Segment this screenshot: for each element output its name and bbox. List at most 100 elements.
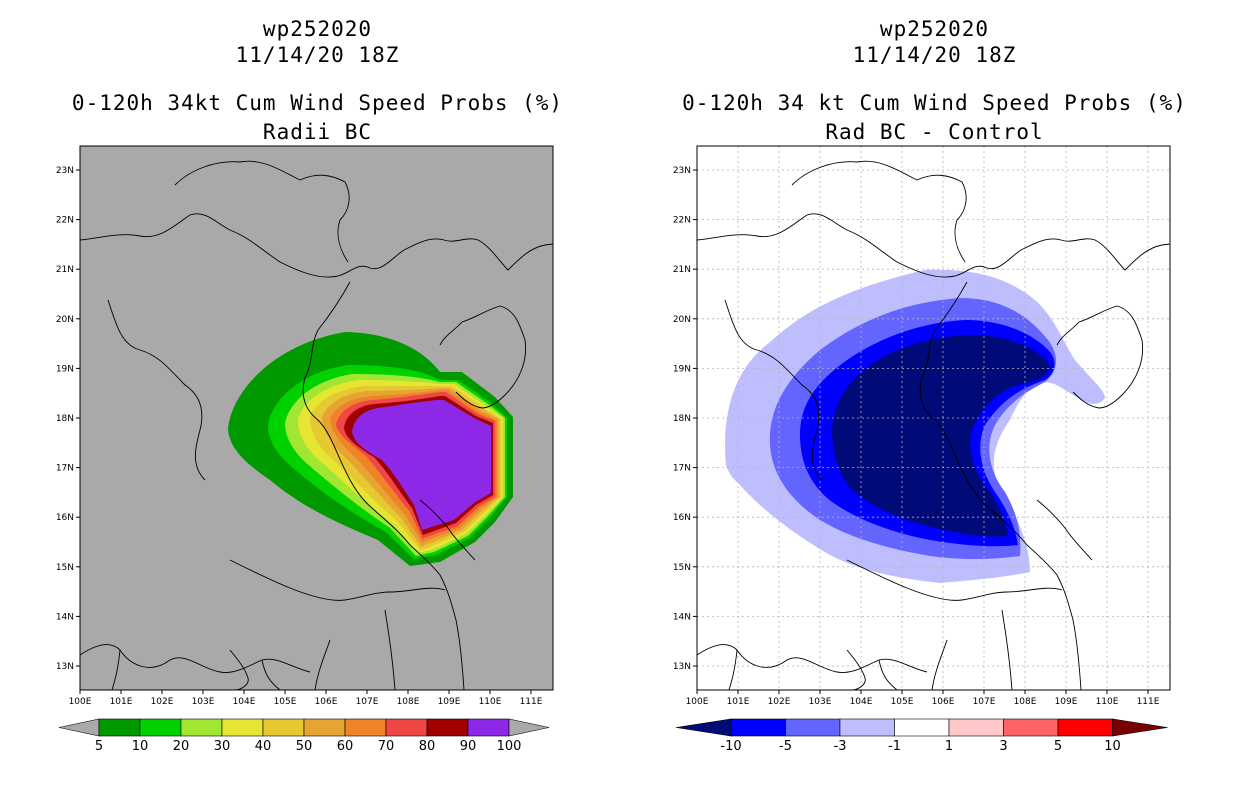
colorbar-swatch (139, 718, 182, 737)
colorbar-label: 90 (460, 739, 477, 754)
lon-tick-label: 106E (932, 697, 955, 707)
colorbar-over-arrow (508, 718, 550, 737)
lat-tick-label: 21N (673, 265, 691, 275)
lon-tick-label: 104E (233, 697, 256, 707)
colorbar-under-arrow (58, 718, 100, 737)
colorbar-swatch (221, 718, 264, 737)
colorbar-swatch (894, 718, 950, 737)
colorbar-label: 10 (1104, 739, 1121, 754)
colorbar-label: 60 (337, 739, 354, 754)
colorbar-swatch (730, 718, 786, 737)
lon-tick-label: 110E (1096, 697, 1119, 707)
colorbar-label: 5 (1054, 739, 1062, 754)
right-map-panel: 100E 101E 102E 103E 104E 105E 106E 107E 108E 109E… (673, 145, 1171, 707)
right-lat-lon-grid (697, 146, 1170, 690)
colorbar-swatch (426, 718, 469, 737)
colorbar-label: 70 (378, 739, 395, 754)
lon-tick-label: 107E (973, 697, 996, 707)
right-storm-id: wp252020 (879, 17, 990, 41)
lon-tick-label: 100E (69, 697, 92, 707)
lat-tick-label: 13N (56, 662, 74, 672)
colorbar-swatch (1057, 718, 1113, 737)
lat-tick-label: 22N (673, 216, 691, 226)
lat-tick-label: 19N (673, 364, 691, 374)
coastline-segment (314, 639, 331, 690)
prob-contour-100 (352, 400, 491, 530)
lat-tick-label: 14N (56, 612, 74, 622)
lat-tick-label: 20N (56, 315, 74, 325)
left-axis-ticks: 100E 101E 102E 103E 104E 105E 106E 107E 108E 109E… (56, 166, 543, 707)
left-title: 0-120h 34kt Cum Wind Speed Probs (%) (71, 91, 564, 115)
lat-tick-label: 18N (56, 414, 74, 424)
colorbar-swatch (1003, 718, 1059, 737)
lon-tick-label: 108E (397, 697, 420, 707)
colorbar-label: 10 (132, 739, 149, 754)
lon-tick-label: 101E (727, 697, 750, 707)
lat-tick-label: 15N (56, 563, 74, 573)
coastline-segment (111, 649, 121, 690)
colorbar-label: 40 (255, 739, 272, 754)
colorbar-label: 20 (173, 739, 190, 754)
lat-tick-label: 17N (56, 464, 74, 474)
lon-tick-label: 103E (809, 697, 832, 707)
coastline-segment (261, 659, 281, 690)
colorbar-swatch (467, 718, 510, 737)
coastline-segment (724, 299, 823, 481)
coastline-segment (80, 644, 311, 673)
lon-tick-label: 102E (151, 697, 174, 707)
coastline-segment (302, 281, 351, 471)
lon-tick-label: 101E (110, 697, 133, 707)
lat-tick-label: 21N (56, 265, 74, 275)
lat-tick-label: 16N (673, 513, 691, 523)
coastline-segment (1056, 305, 1144, 409)
lat-tick-label: 23N (673, 166, 691, 176)
lon-tick-label: 109E (438, 697, 461, 707)
lat-tick-label: 17N (673, 464, 691, 474)
coastline-segment (344, 469, 465, 690)
coastline-segment (961, 469, 1082, 690)
coastline-segment (846, 559, 1063, 601)
lat-tick-label: 23N (56, 166, 74, 176)
lon-tick-label: 104E (850, 697, 873, 707)
right-subtitle: Rad BC - Control (825, 120, 1044, 144)
colorbar-label: -1 (888, 739, 901, 754)
lat-tick-label: 20N (673, 315, 691, 325)
diff-contour-minus10 (832, 335, 1050, 537)
lon-tick-label: 109E (1055, 697, 1078, 707)
lat-tick-label: 22N (56, 216, 74, 226)
colorbar-label: 5 (95, 739, 103, 754)
lon-tick-label: 108E (1014, 697, 1037, 707)
colorbar-label: 50 (296, 739, 313, 754)
colorbar-swatch (262, 718, 305, 737)
lon-tick-label: 105E (891, 697, 914, 707)
lon-tick-label: 107E (356, 697, 379, 707)
lon-tick-label: 111E (1137, 697, 1160, 707)
right-title: 0-120h 34 kt Cum Wind Speed Probs (%) (682, 91, 1187, 115)
lon-tick-label: 102E (768, 697, 791, 707)
coastline-segment (439, 305, 527, 409)
right-colorbar: -10 -5 -3 -1 1 3 5 10 (675, 718, 1168, 754)
colorbar-label: -5 (779, 739, 792, 754)
coastline-segment (728, 649, 738, 690)
left-storm-id: wp252020 (262, 17, 373, 41)
coastline-segment (1001, 609, 1013, 690)
colorbar-over-arrow (1112, 718, 1168, 737)
coastline-segment (1036, 499, 1093, 561)
lat-tick-label: 14N (673, 612, 691, 622)
colorbar-label: 30 (214, 739, 231, 754)
colorbar-label: -10 (720, 739, 741, 754)
colorbar-label: 1 (945, 739, 953, 754)
colorbar-swatch (303, 718, 346, 737)
coastline-segment (846, 649, 866, 690)
lat-tick-label: 16N (56, 513, 74, 523)
coastline-segment (174, 160, 350, 263)
lon-tick-label: 105E (274, 697, 297, 707)
coastline-segment (384, 609, 396, 690)
colorbar-swatch (839, 718, 895, 737)
coastline-segment (919, 281, 968, 471)
left-colorbar: 5 10 20 30 40 50 60 70 80 90 100 (58, 718, 550, 754)
colorbar-label: 80 (419, 739, 436, 754)
lon-tick-label: 100E (686, 697, 709, 707)
left-datetime: 11/14/20 18Z (235, 43, 400, 67)
coastline-segment (229, 559, 446, 601)
